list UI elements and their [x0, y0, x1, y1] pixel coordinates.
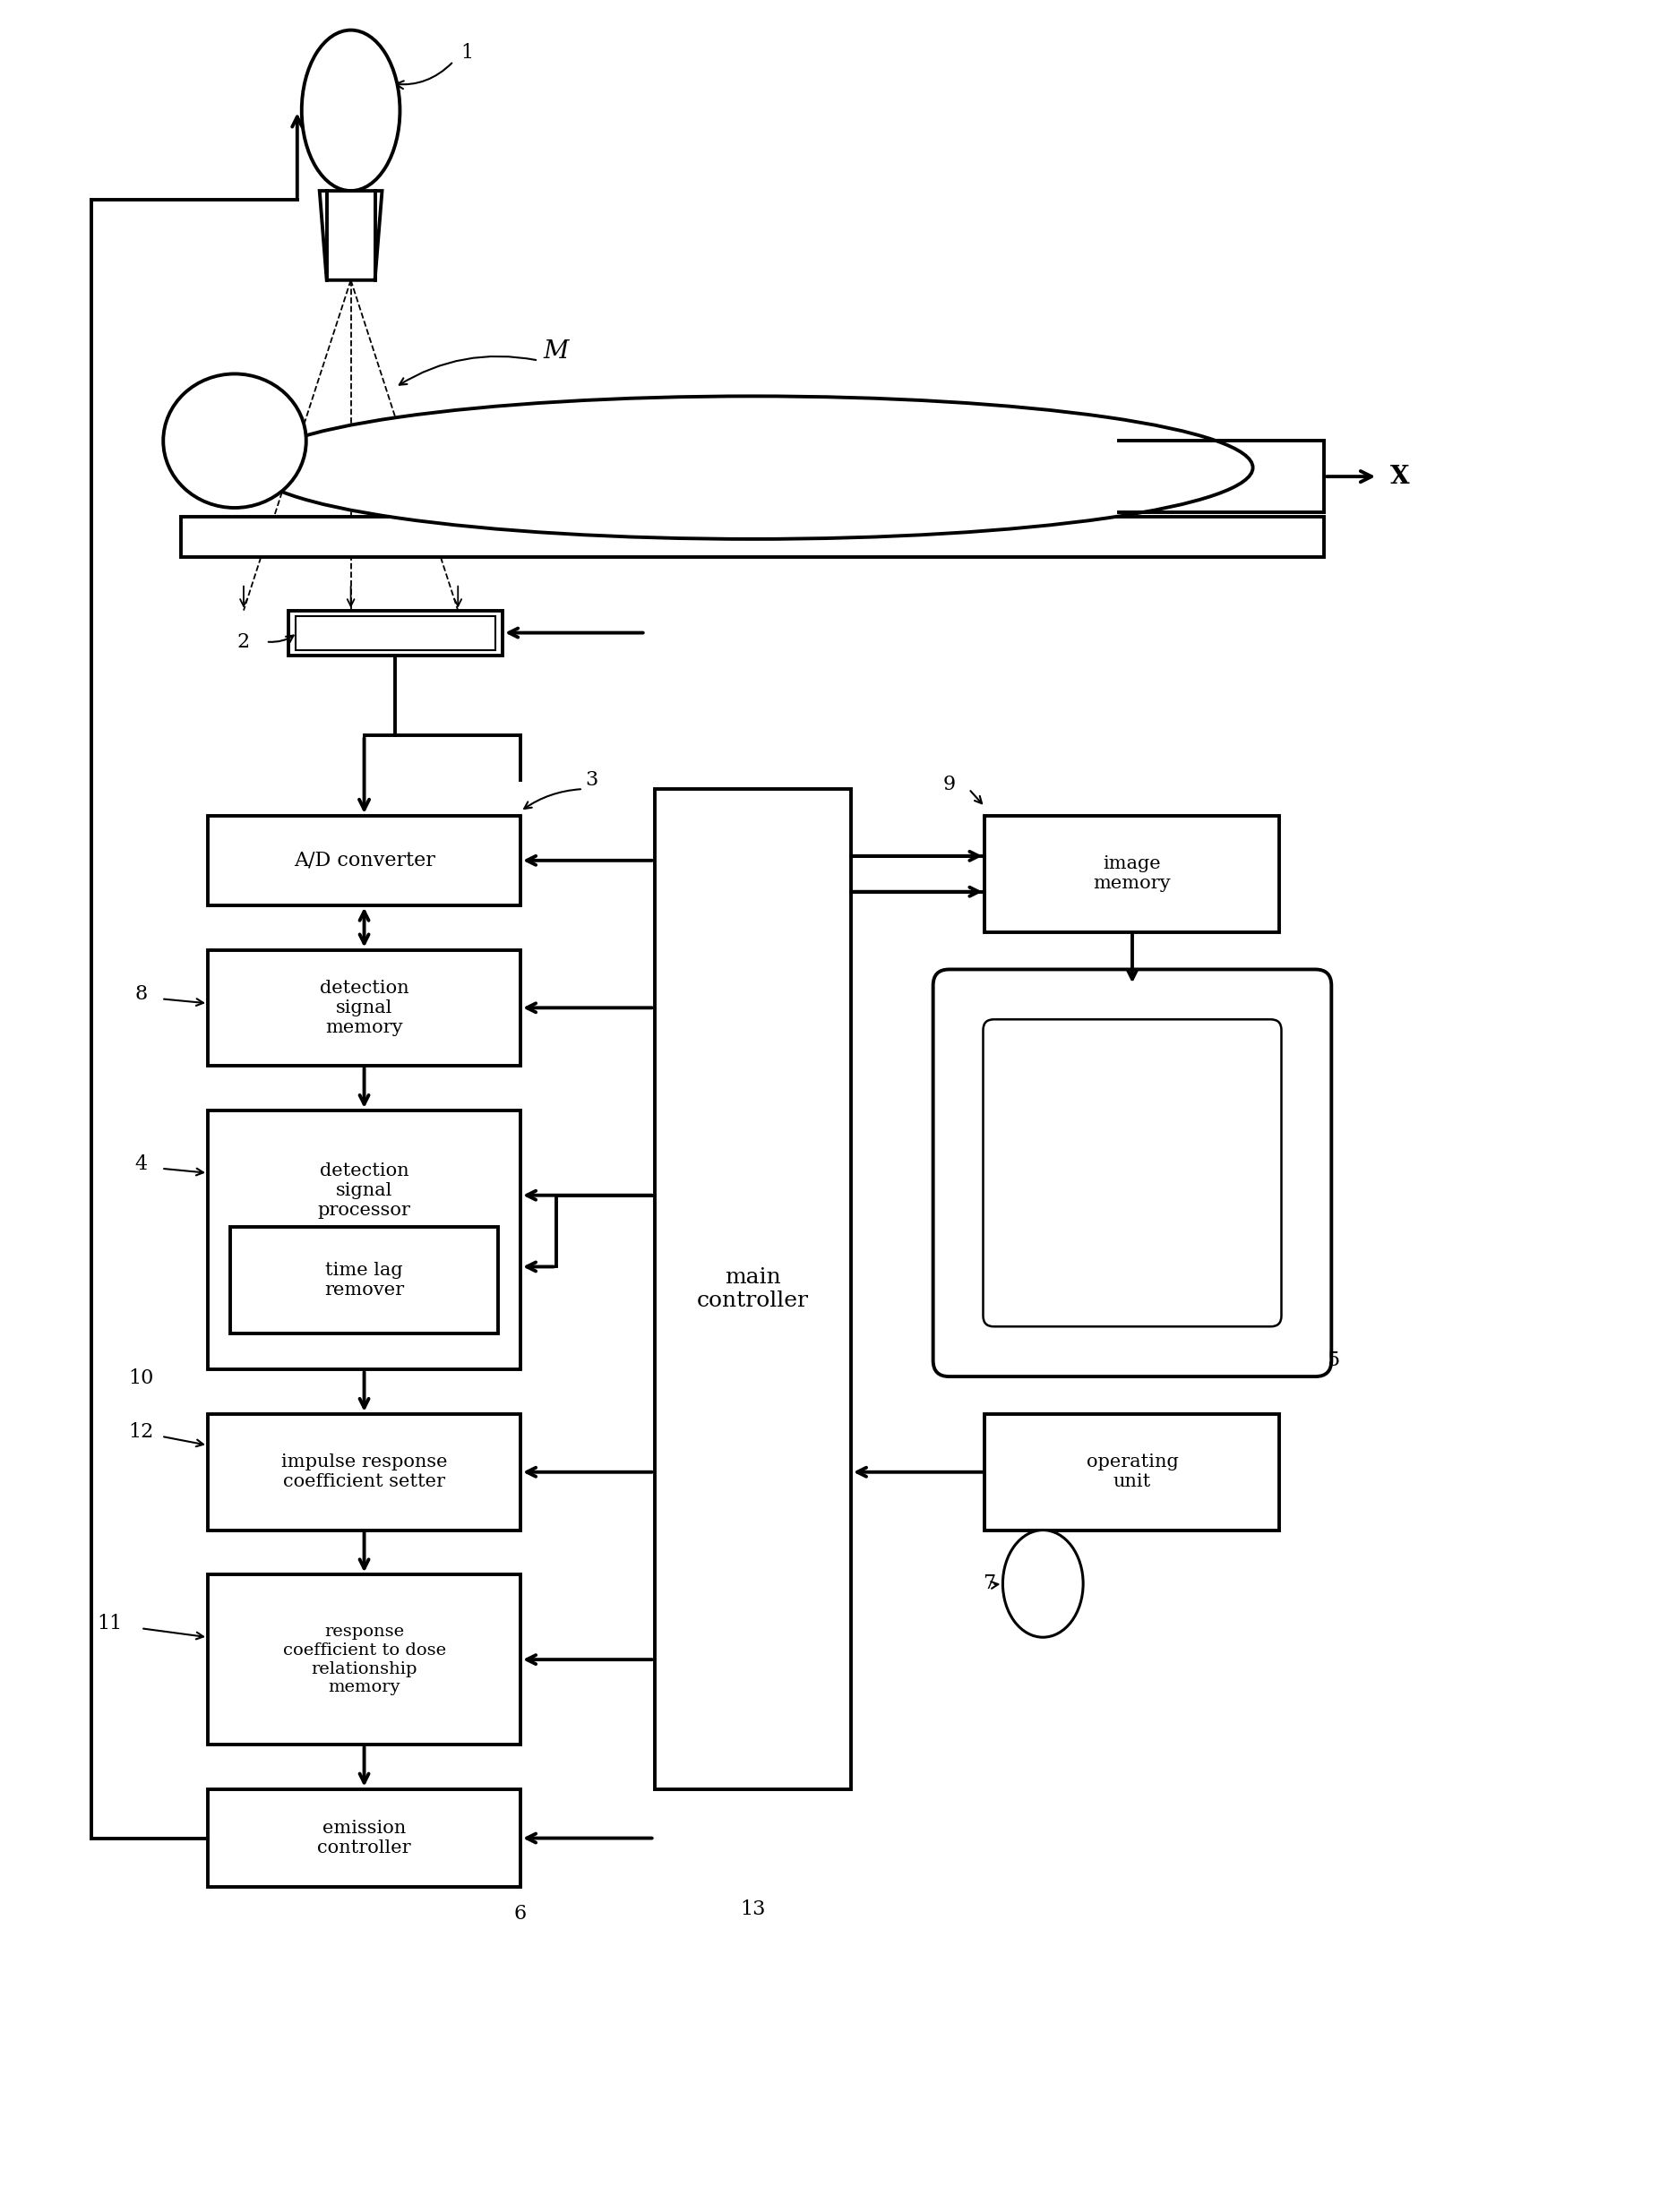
- Bar: [289, 611, 503, 655]
- Text: response
coefficient to dose
relationship
memory: response coefficient to dose relationshi…: [282, 1624, 446, 1697]
- Bar: [207, 1575, 521, 1745]
- Text: X: X: [1390, 465, 1410, 489]
- Text: time lag
remover: time lag remover: [324, 1261, 405, 1298]
- Bar: [207, 1413, 521, 1531]
- Text: A/D converter: A/D converter: [294, 852, 435, 869]
- Text: 5: 5: [1327, 1352, 1339, 1369]
- Bar: [654, 790, 851, 1790]
- Bar: [985, 1413, 1279, 1531]
- Text: 7: 7: [984, 1573, 995, 1593]
- Text: 1: 1: [461, 42, 473, 62]
- Text: detection
signal
memory: detection signal memory: [320, 980, 408, 1035]
- Text: 12: 12: [128, 1422, 154, 1442]
- FancyBboxPatch shape: [932, 969, 1332, 1376]
- Bar: [207, 949, 521, 1066]
- Text: M: M: [544, 338, 569, 363]
- Text: 2: 2: [237, 633, 251, 653]
- Text: 9: 9: [942, 774, 956, 794]
- Bar: [985, 816, 1279, 931]
- Ellipse shape: [163, 374, 307, 509]
- Text: emission
controller: emission controller: [317, 1820, 411, 1856]
- Text: 8: 8: [134, 984, 148, 1004]
- Text: 10: 10: [128, 1369, 154, 1389]
- Bar: [207, 1790, 521, 1887]
- Text: detection
signal
processor: detection signal processor: [317, 1164, 411, 1219]
- Bar: [295, 615, 496, 650]
- Bar: [207, 816, 521, 905]
- Text: 4: 4: [134, 1155, 148, 1175]
- Text: main
controller: main controller: [697, 1267, 808, 1312]
- Text: 3: 3: [586, 770, 599, 790]
- Text: 13: 13: [740, 1900, 765, 1920]
- Bar: [231, 1225, 498, 1334]
- Bar: [207, 1110, 521, 1369]
- Text: image
memory: image memory: [1093, 856, 1171, 891]
- Text: 11: 11: [96, 1615, 123, 1635]
- Ellipse shape: [252, 396, 1253, 540]
- Bar: [181, 518, 1324, 557]
- Text: operating
unit: operating unit: [1087, 1453, 1178, 1491]
- Text: impulse response
coefficient setter: impulse response coefficient setter: [280, 1453, 448, 1491]
- FancyBboxPatch shape: [984, 1020, 1281, 1327]
- Ellipse shape: [1002, 1531, 1083, 1637]
- Ellipse shape: [302, 31, 400, 190]
- Text: 6: 6: [514, 1905, 528, 1924]
